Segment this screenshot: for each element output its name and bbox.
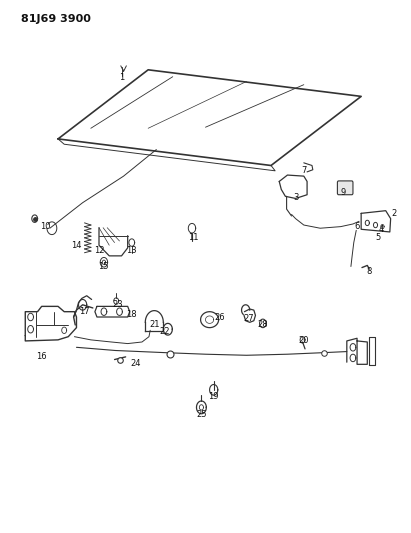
- Text: 7: 7: [301, 166, 307, 175]
- Text: 26: 26: [215, 312, 225, 321]
- Text: 10: 10: [41, 222, 51, 231]
- Text: 27: 27: [243, 313, 254, 322]
- Text: 18: 18: [127, 310, 137, 319]
- FancyBboxPatch shape: [337, 181, 353, 195]
- Text: 21: 21: [149, 320, 159, 329]
- Text: 3: 3: [293, 193, 298, 202]
- Text: 11: 11: [188, 233, 199, 242]
- Text: 1: 1: [119, 73, 124, 82]
- Text: 8: 8: [367, 268, 372, 276]
- Text: 5: 5: [375, 233, 380, 242]
- Text: 14: 14: [71, 241, 82, 250]
- Text: 25: 25: [196, 410, 207, 419]
- Text: 81J69 3900: 81J69 3900: [21, 14, 91, 24]
- Text: 17: 17: [79, 307, 90, 316]
- Text: 28: 28: [258, 320, 268, 329]
- Text: 22: 22: [159, 327, 170, 336]
- Text: 2: 2: [391, 209, 397, 218]
- Text: 16: 16: [36, 352, 47, 361]
- Text: 23: 23: [112, 300, 123, 309]
- Text: 15: 15: [98, 262, 109, 271]
- Text: 19: 19: [208, 392, 219, 401]
- Text: 4: 4: [379, 225, 384, 234]
- Text: 20: 20: [298, 336, 309, 345]
- Text: 24: 24: [131, 359, 141, 368]
- Text: 12: 12: [94, 246, 104, 255]
- Text: 9: 9: [340, 188, 345, 197]
- Text: 13: 13: [127, 246, 137, 255]
- Text: 6: 6: [354, 222, 360, 231]
